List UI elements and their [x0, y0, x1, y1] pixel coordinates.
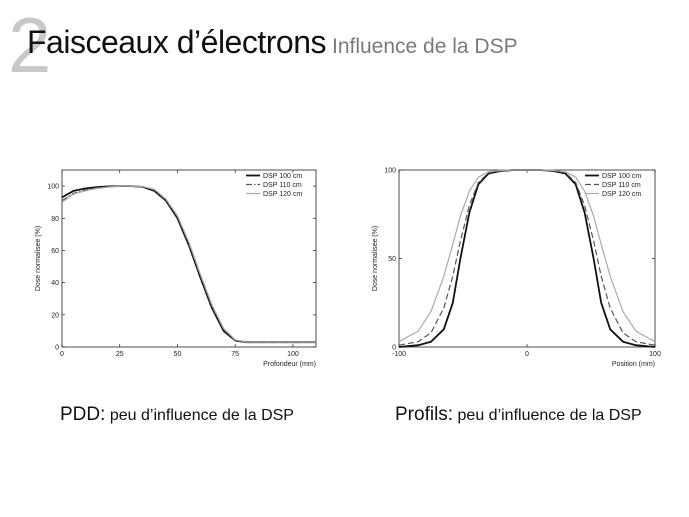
x-tick-label: 50 — [174, 351, 182, 358]
profile-caption: Profils: peu d’influence de la DSP — [395, 404, 642, 426]
profile-caption-text: peu d’influence de la DSP — [453, 407, 642, 424]
x-axis-label: Position (mm) — [612, 361, 655, 368]
series-line — [398, 169, 656, 343]
x-tick-label: 100 — [649, 351, 661, 358]
y-tick-label: 60 — [51, 248, 59, 255]
y-tick-label: 0 — [55, 345, 59, 352]
legend-label: DSP 100 cm — [602, 173, 641, 180]
legend-label: DSP 100 cm — [263, 173, 302, 180]
y-tick-label: 100 — [47, 184, 59, 191]
legend-label: DSP 110 cm — [263, 182, 302, 189]
pdd-caption-text: peu d’influence de la DSP — [105, 407, 294, 424]
x-tick-label: 75 — [231, 351, 239, 358]
y-axis-label: Dose normalisee (%) — [35, 226, 42, 291]
series-line — [61, 185, 316, 344]
x-tick-label: -100 — [392, 351, 406, 358]
y-tick-label: 50 — [388, 256, 396, 263]
legend-label: DSP 110 cm — [602, 182, 641, 189]
series-line — [61, 185, 316, 343]
y-tick-label: 40 — [51, 280, 59, 287]
pdd-caption: PDD: peu d’influence de la DSP — [60, 404, 294, 426]
x-tick-label: 0 — [525, 351, 529, 358]
y-tick-label: 80 — [51, 216, 59, 223]
y-axis-label: Dose normalisee (%) — [372, 226, 379, 291]
y-tick-label: 100 — [384, 168, 396, 175]
pdd-chart: 0 25 50 75 100 0 20 40 60 80 100 Profondeur (mm) Dos… — [35, 169, 317, 368]
plot-frame — [61, 169, 317, 348]
x-tick-label: 0 — [60, 351, 64, 358]
legend-label: DSP 120 cm — [602, 191, 641, 198]
x-axis-label: Profondeur (mm) — [263, 361, 316, 368]
title-main: Faisceaux d’électrons — [27, 24, 326, 60]
pdd-caption-lead: PDD: — [60, 404, 106, 425]
series-line — [61, 185, 316, 343]
profile-caption-lead: Profils: — [395, 404, 454, 425]
x-tick-label: 100 — [287, 351, 299, 358]
slide-number: 2 — [8, 1, 52, 89]
page-title: Faisceaux d’électrons Influence de la DSP — [27, 24, 518, 65]
x-tick-label: 25 — [116, 351, 124, 358]
y-tick-label: 20 — [51, 312, 59, 319]
y-tick-label: 0 — [392, 345, 396, 352]
title-subtitle: Influence de la DSP — [331, 35, 518, 58]
legend-label: DSP 120 cm — [263, 191, 302, 198]
